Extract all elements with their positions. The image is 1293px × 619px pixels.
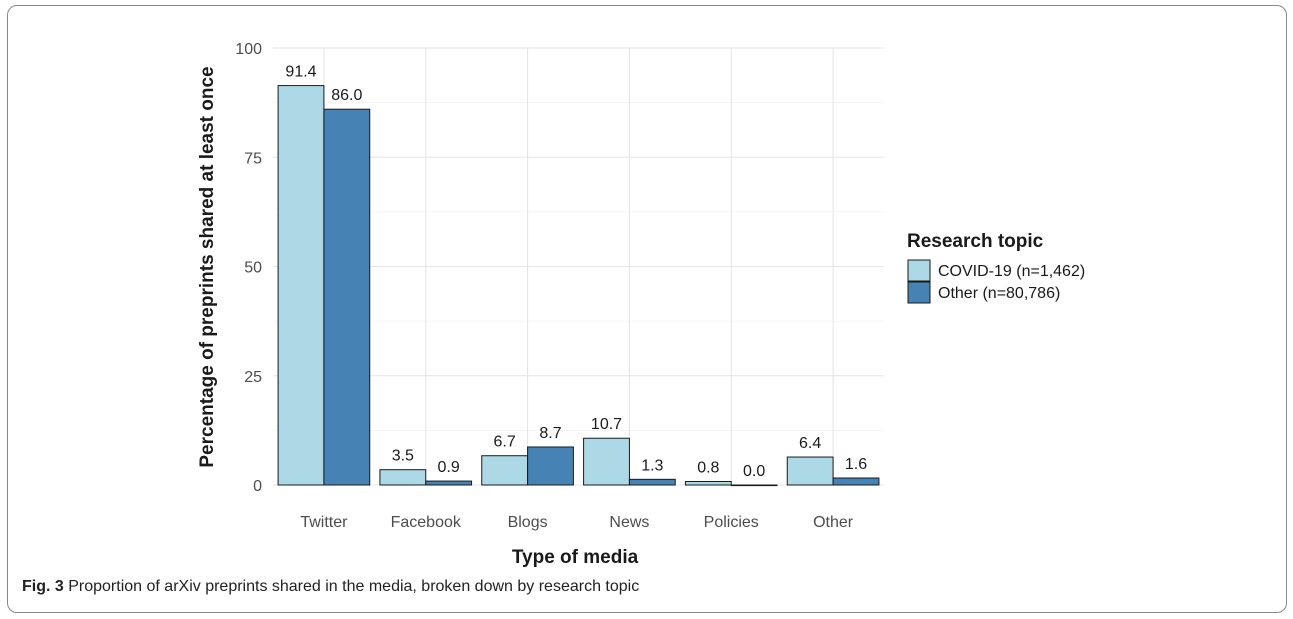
bar-news-series-1	[583, 437, 630, 486]
legend: Research topic COVID-19 (n=1,462) Other (…	[907, 231, 1085, 304]
data-label-news-series-2: 1.3	[641, 457, 663, 474]
x-tick-label-blogs: Blogs	[508, 514, 548, 531]
y-tick-label: 0	[253, 478, 262, 495]
caption-label: Fig. 3	[22, 578, 64, 595]
x-tick-label-policies: Policies	[704, 514, 759, 531]
bar-news-series-2	[628, 478, 676, 486]
bar-facebook-series-2	[425, 480, 473, 486]
data-label-facebook-series-1: 3.5	[392, 448, 414, 465]
data-labels: 91.4 86.0 3.5 0.9 6.7 8.7 10.7 1.3 0.8 0.0 6.4 1.6	[285, 64, 867, 480]
y-tick-label: 25	[244, 369, 262, 386]
legend-title: Research topic	[907, 231, 1044, 252]
data-label-other-series-2: 1.6	[845, 456, 867, 473]
figure-frame	[7, 5, 1287, 613]
x-tick-label-other: Other	[813, 514, 854, 531]
bar-twitter-series-2	[323, 108, 371, 486]
bar-blogs-series-2	[527, 446, 574, 486]
legend-swatch-2	[907, 281, 931, 304]
legend-label-1: COVID-19 (n=1,462)	[938, 263, 1085, 280]
bar-policies-series-2	[730, 484, 778, 487]
legend-swatch-1	[907, 259, 931, 282]
y-axis-title: Percentage of preprints shared at least …	[197, 66, 218, 467]
bar-other-series-2	[832, 477, 880, 486]
bar-other-series-1	[786, 456, 834, 486]
data-label-blogs-series-2: 8.7	[539, 425, 561, 442]
data-label-news-series-1: 10.7	[591, 416, 622, 433]
data-label-facebook-series-2: 0.9	[438, 459, 460, 476]
x-tick-label-news: News	[609, 514, 649, 531]
y-tick-label: 100	[235, 41, 262, 58]
data-label-other-series-1: 6.4	[799, 435, 821, 452]
figure-caption: Fig. 3 Proportion of arXiv preprints sha…	[22, 578, 639, 596]
bar-facebook-series-1	[379, 469, 427, 486]
x-tick-label-twitter: Twitter	[300, 514, 348, 531]
data-label-twitter-series-1: 91.4	[285, 64, 316, 81]
bar-twitter-series-1	[277, 85, 325, 486]
legend-label-2: Other (n=80,786)	[938, 285, 1060, 302]
data-label-twitter-series-2: 86.0	[331, 87, 362, 104]
x-tick-label-facebook: Facebook	[391, 514, 462, 531]
data-label-blogs-series-1: 6.7	[494, 434, 516, 451]
x-axis: Twitter Facebook Blogs News Policies Other	[300, 514, 853, 531]
data-label-policies-series-2: 0.0	[743, 463, 765, 480]
y-tick-label: 75	[244, 150, 262, 167]
x-axis-title: Type of media	[512, 547, 639, 568]
caption-text: Proportion of arXiv preprints shared in …	[68, 578, 640, 595]
y-tick-label: 50	[244, 260, 262, 277]
bar-blogs-series-1	[481, 455, 529, 486]
bars	[277, 85, 880, 487]
y-axis: 0 25 50 75 100	[235, 41, 262, 495]
data-label-policies-series-1: 0.8	[697, 460, 719, 477]
bar-policies-series-1	[684, 481, 732, 486]
